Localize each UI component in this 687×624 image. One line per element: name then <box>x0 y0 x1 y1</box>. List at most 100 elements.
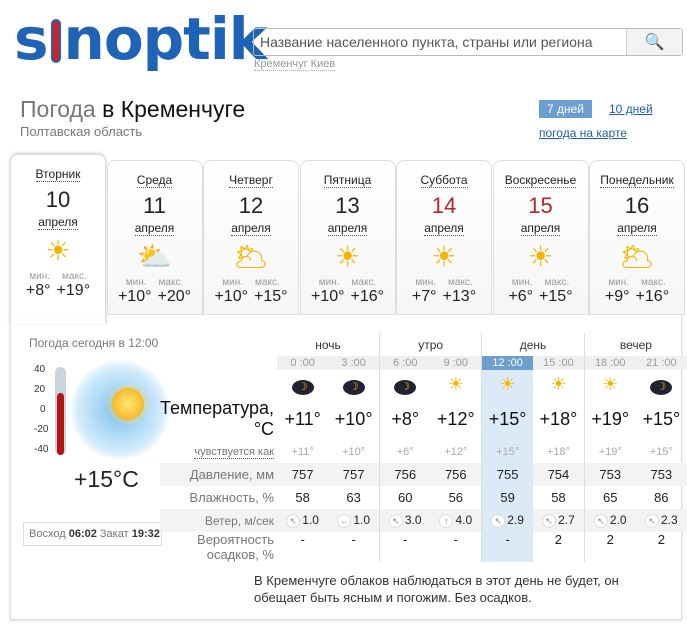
sun-icon: ☀ <box>550 373 567 394</box>
wind-cell: ← 1.0 <box>328 509 380 532</box>
feel-cell: +10° <box>328 440 379 463</box>
prec-cell: - <box>328 532 379 562</box>
day-date: 16 <box>624 193 650 218</box>
pres-label: Давление, мм <box>189 467 275 482</box>
day-name: Суббота <box>420 173 468 188</box>
day-date: 10 <box>45 187 71 212</box>
pres-value: 757 <box>291 467 314 482</box>
day-month: апреля <box>134 221 175 236</box>
prec-value: - <box>351 532 356 547</box>
prec-value: 2 <box>657 532 665 547</box>
hum-value: 59 <box>500 490 515 505</box>
prec-value: 2 <box>554 532 563 547</box>
search-input[interactable] <box>254 29 626 55</box>
sun-cloud-icon: ⛅ <box>137 241 172 272</box>
sinoptik-logo[interactable]: s noptik <box>14 5 267 73</box>
feel-value: +11° <box>291 445 314 458</box>
time-cell: 9 :00 <box>430 356 482 370</box>
sunrise-time: 06:02 <box>68 528 97 540</box>
min-label: мин. <box>318 277 340 288</box>
day-date: 13 <box>335 193 360 218</box>
min-label: мин. <box>125 277 147 288</box>
max-temp: +19° <box>56 282 91 299</box>
day-tab[interactable]: Понедельник 16 апреля 🌥 мин. макс. +9° +16… <box>589 160 685 315</box>
hum-cell: 65 <box>583 486 636 509</box>
day-name: Среда <box>136 173 173 188</box>
max-label: макс. <box>641 277 666 288</box>
temp-cell: +15° <box>481 398 534 440</box>
tab-7-days[interactable]: 7 дней <box>539 100 593 118</box>
feels-like-label[interactable]: чувствуется как <box>194 445 275 459</box>
wind-cell: ↖ 2.7 <box>533 509 585 532</box>
time-cell: 0 :00 <box>277 356 329 370</box>
wind-value: 2.9 <box>507 513 524 527</box>
feel-value: +18° <box>546 445 570 458</box>
temp-value: +12° <box>436 408 475 429</box>
prec-cell: - <box>481 532 534 562</box>
prec-cell: 2 <box>636 532 687 562</box>
wind-label: Ветер, м/сек <box>204 513 275 528</box>
day-month: апреля <box>38 215 78 230</box>
wind-cell: ↑ 4.0 <box>430 509 482 532</box>
title-city: в Кременчуге <box>102 96 246 122</box>
period-header: ночь <box>315 337 341 352</box>
prec-cell: 2 <box>583 532 636 562</box>
feel-value: +10° <box>342 445 366 458</box>
hum-cell: 86 <box>636 486 687 509</box>
period-header: день <box>481 333 585 356</box>
thermometer-icon <box>55 367 66 455</box>
prec-cell: 2 <box>533 532 584 562</box>
day-tab[interactable]: Вторник 10 апреля ☀ мин. макс. +8° +19° <box>10 154 106 324</box>
title-prefix: Погода <box>20 96 96 122</box>
prec-value: - <box>505 532 510 547</box>
min-temp: +9° <box>604 288 630 305</box>
sunset-time: 19:32 <box>131 528 160 540</box>
quick-link[interactable]: Кременчуг <box>254 58 308 71</box>
pres-cell: 753 <box>583 463 636 486</box>
prec-value: 2 <box>606 532 614 547</box>
day-tab[interactable]: Пятница 13 апреля ☀ мин. макс. +10° +16° <box>299 160 396 315</box>
wind-cell: ↖ 2.9 <box>481 509 534 532</box>
weather-description: В Кременчуге облаков наблюдаться в этот … <box>254 573 619 605</box>
prec-label: Вероятность осадков, % <box>197 532 275 562</box>
weather-map-link[interactable]: погода на карте <box>539 126 627 140</box>
day-name: Понедельник <box>600 173 674 188</box>
hum-cell: 59 <box>481 486 534 509</box>
feel-cell: +18° <box>533 440 584 463</box>
day-tab[interactable]: Четверг 12 апреля 🌥 мин. макс. +10° +15° <box>203 160 299 315</box>
search-button[interactable]: 🔍 <box>626 29 682 55</box>
day-tab[interactable]: Суббота 14 апреля ☀ мин. макс. +7° +13° <box>396 160 492 315</box>
hum-cell: 56 <box>430 486 481 509</box>
tab-10-days[interactable]: 10 дней <box>609 102 653 116</box>
pres-cell: 755 <box>481 463 534 486</box>
max-temp: +15° <box>539 288 573 305</box>
feel-cell: +15° <box>636 440 687 463</box>
day-tab[interactable]: Воскресенье 15 апреля ☀ мин. макс. +6° +15… <box>492 160 589 315</box>
pres-value: 755 <box>496 467 519 482</box>
moon-icon: ☽ <box>342 379 365 395</box>
pres-value: 754 <box>547 467 570 482</box>
day-name: Вторник <box>35 167 81 182</box>
quick-links: Кременчуг Киев <box>254 58 338 71</box>
feel-cell: +19° <box>583 440 636 463</box>
min-temp: +10° <box>214 288 248 305</box>
scale-label: 20 <box>34 384 46 395</box>
sun-icon: ☀ <box>527 241 554 272</box>
search-bar: 🔍 <box>253 28 683 56</box>
prec-value: - <box>403 532 408 547</box>
moon-icon: ☽ <box>291 379 314 395</box>
quick-link[interactable]: Киев <box>310 58 336 71</box>
sun-icon: ☀ <box>45 235 71 266</box>
hum-cell: 60 <box>379 486 431 509</box>
wind-value: 4.0 <box>455 513 473 527</box>
wind-direction-icon: ↖ <box>286 514 301 528</box>
scale-label: 40 <box>34 364 46 375</box>
day-tab[interactable]: Среда 11 апреля ⛅ мин. макс. +10° +20° <box>106 160 203 315</box>
temp-cell: +8° <box>379 398 431 440</box>
wind-direction-icon: ↖ <box>593 514 608 528</box>
wind-direction-icon: ↖ <box>388 514 403 528</box>
wind-value: 2.3 <box>660 513 678 527</box>
max-label: макс. <box>158 277 184 288</box>
pres-value: 756 <box>444 467 467 482</box>
wind-value: 2.0 <box>609 513 627 527</box>
